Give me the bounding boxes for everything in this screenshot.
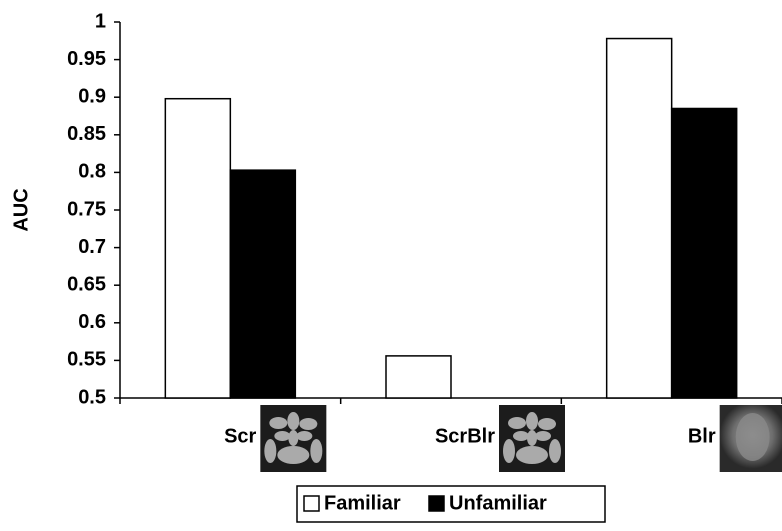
y-tick-label: 0.55 [67, 349, 106, 371]
chart: AUC 0.5 0.55 0.6 0.65 0.7 0.75 0.8 0.85 0.9 0.95 1… [0, 0, 782, 526]
x-tick-label: Blr [688, 425, 716, 447]
x-tick-label: ScrBlr [435, 425, 495, 447]
thumbnail-part [508, 417, 526, 429]
thumbnail-part [287, 412, 299, 430]
thumbnail-part [299, 418, 317, 430]
bar [386, 356, 451, 398]
thumbnail-part [538, 418, 556, 430]
thumbnail-part [549, 439, 561, 463]
y-tick-label: 0.5 [78, 386, 106, 408]
bar [165, 99, 230, 398]
thumbnail-part [503, 439, 515, 463]
thumbnail-part [526, 412, 538, 430]
y-tick-label: 0.7 [78, 236, 106, 258]
thumbnail-part [736, 413, 770, 461]
y-tick-label: 0.6 [78, 311, 106, 333]
thumbnail-part [274, 431, 290, 441]
thumbnail-part [535, 431, 551, 441]
legend-label: Familiar [324, 492, 401, 514]
legend-marker [429, 496, 444, 511]
thumbnail-part [264, 439, 276, 463]
thumbnail-part [516, 446, 548, 464]
y-tick-label: 0.95 [67, 48, 106, 70]
thumbnail-part [513, 431, 529, 441]
y-tick-label: 0.65 [67, 273, 106, 295]
thumbnail-part [296, 431, 312, 441]
thumbnail-part [288, 430, 298, 446]
thumbnail-part [277, 446, 309, 464]
legend-marker [304, 496, 319, 511]
legend-label: Unfamiliar [449, 492, 547, 514]
y-axis-label: AUC [10, 188, 32, 231]
thumbnail-part [310, 439, 322, 463]
y-tick-label: 1 [95, 10, 106, 32]
bar [607, 39, 672, 398]
y-tick-label: 0.9 [78, 85, 106, 107]
y-tick-label: 0.85 [67, 123, 106, 145]
y-tick-label: 0.8 [78, 161, 106, 183]
x-tick-label: Scr [224, 425, 256, 447]
thumbnail-part [269, 417, 287, 429]
bar [230, 170, 295, 398]
y-tick-label: 0.75 [67, 198, 106, 220]
thumbnail-part [527, 430, 537, 446]
bar [672, 108, 737, 398]
